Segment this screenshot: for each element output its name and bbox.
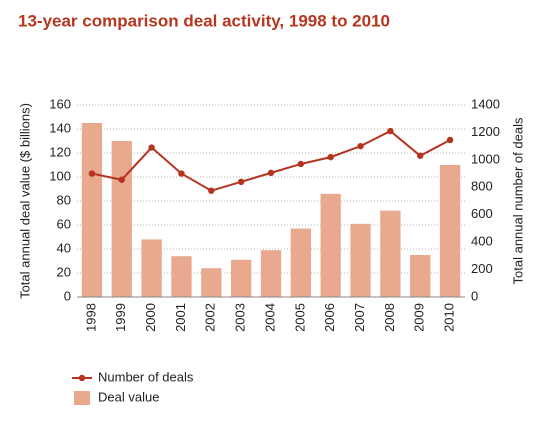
line-marker [118,176,125,183]
x-tick-label: 2003 [233,303,248,332]
y-tick-label: 80 [57,192,71,207]
line-marker [417,152,424,159]
legend-marker [78,374,86,382]
bar [171,256,192,297]
y2-tick-label: 600 [471,206,493,221]
y2-tick-label: 200 [471,261,493,276]
y2-tick-label: 1000 [471,151,500,166]
y-tick-label: 40 [57,240,71,255]
x-tick-label: 2004 [262,303,277,332]
bar [350,223,371,297]
line-marker [178,170,185,177]
y2-axis-label: Total annual number of deals [510,117,525,284]
line-marker [357,142,364,150]
y2-tick-label: 0 [471,288,478,303]
bar [231,259,252,297]
bar [201,268,222,297]
x-tick-label: 2001 [173,303,188,332]
line-marker [237,178,245,185]
bar [439,165,461,297]
legend-swatch [74,391,90,405]
x-tick-label: 2002 [203,303,218,332]
y2-tick-label: 400 [471,234,493,249]
line-marker [327,153,334,161]
y-tick-label: 0 [64,288,71,303]
y2-tick-label: 1400 [471,96,500,111]
line-marker [148,144,155,151]
x-tick-label: 2005 [292,303,307,332]
line-marker [208,187,215,194]
bar [111,141,132,297]
chart-title: 13-year comparison deal activity, 1998 t… [18,11,390,30]
line [91,129,451,192]
legend-label: Number of deals [98,369,194,384]
y-tick-label: 120 [49,144,71,159]
y-tick-label: 140 [49,120,71,135]
x-tick-label: 2010 [442,303,457,332]
line-marker [297,160,305,168]
bar [290,228,311,297]
y-axis-label: Total annual deal value ($ billions) [17,103,32,299]
x-tick-label: 2007 [352,303,367,332]
bar [141,239,162,297]
line-marker [88,170,96,177]
y2-tick-label: 800 [471,179,493,194]
bar [410,255,431,297]
line-marker [387,127,394,135]
line-marker [446,136,454,144]
x-tick-label: 2006 [322,303,337,332]
y2-tick-label: 1200 [471,124,500,139]
bar [320,193,341,297]
y-tick-label: 100 [49,168,71,183]
x-tick-label: 1998 [83,303,98,332]
x-tick-label: 2008 [382,303,397,332]
bar [380,210,401,297]
bar [260,250,282,297]
y-tick-label: 20 [57,264,71,279]
x-tick-label: 1999 [113,303,128,332]
bar [81,123,103,297]
y-tick-label: 160 [49,96,71,111]
line-marker [267,169,275,177]
y-tick-label: 60 [57,216,71,231]
x-tick-label: 2000 [143,303,158,332]
x-tick-label: 2009 [412,303,427,332]
legend-label: Deal value [98,389,159,404]
